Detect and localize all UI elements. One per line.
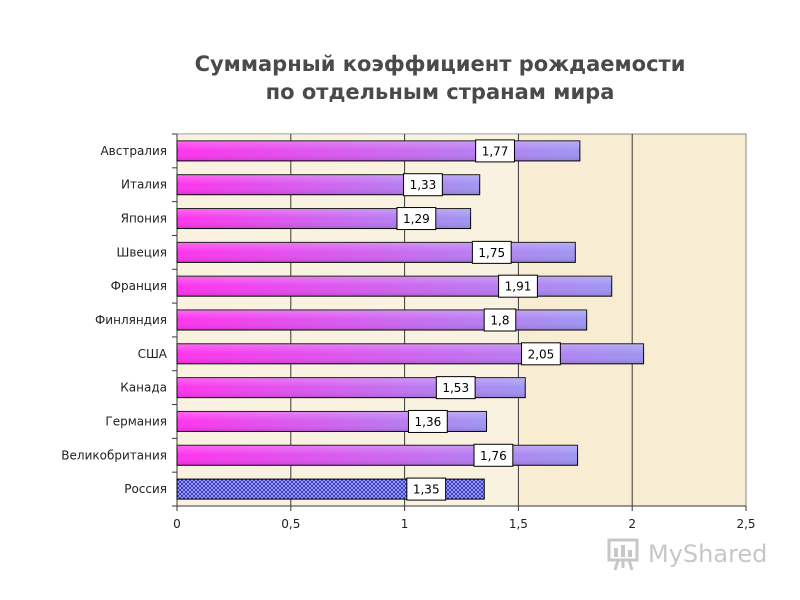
data-label: 1,77 [482,144,509,158]
y-tick-label: Германия [105,414,167,428]
data-label: 1,75 [478,246,505,260]
data-label: 1,91 [505,280,532,294]
data-label-box [403,173,443,197]
chart-title-block: Суммарный коэффициент рождаемости по отд… [140,50,740,106]
x-tick-label: 1,5 [509,517,528,531]
data-label-box [498,274,538,298]
chart-subtitle: по отдельным странам мира [265,80,615,104]
data-label-box [471,240,512,264]
data-label: 1,29 [403,212,430,226]
y-tick-label: Италия [121,178,167,192]
x-tick-label: 0 [173,517,181,531]
data-label: 1,35 [413,483,440,497]
data-label: 2,05 [528,347,555,361]
data-label: 1,36 [415,415,442,429]
bar-shading [177,343,644,364]
y-tick-label: Австралия [100,144,167,158]
data-label-box [435,376,476,400]
y-tick-label: Великобритания [61,448,167,462]
bar-shading [177,310,587,330]
watermark-text: MyShared [648,540,768,568]
data-label-box [407,409,448,433]
data-label-box [483,308,517,332]
watermark: MyShared [606,536,767,572]
bar-shading [177,140,580,161]
bar-shading [177,445,578,466]
data-label-box [473,443,514,467]
data-label: 1,33 [410,178,437,192]
data-label: 1,8 [490,314,509,328]
y-tick-label: Канада [120,381,167,395]
y-tick-label: Япония [121,212,167,226]
data-label: 1,53 [442,381,469,395]
presentation-board-icon [607,538,639,571]
data-label-box [406,477,447,501]
bar-shading [177,242,576,263]
y-tick-label: Россия [124,482,167,496]
x-tick-label: 2 [628,517,636,531]
x-tick-label: 1 [401,517,409,531]
data-label-box [396,207,437,231]
x-tick-label: 0,5 [281,517,300,531]
data-label-box [475,139,515,163]
data-label-box [521,342,561,366]
y-tick-label: Финляндия [95,313,167,327]
x-tick-label: 2,5 [736,517,755,531]
y-tick-label: Швеция [117,245,167,259]
data-label: 1,76 [480,449,507,463]
y-tick-label: США [138,347,168,361]
bar-shading [177,276,612,297]
y-tick-label: Франция [111,279,167,293]
chart-title: Суммарный коэффициент рождаемости [194,52,686,76]
